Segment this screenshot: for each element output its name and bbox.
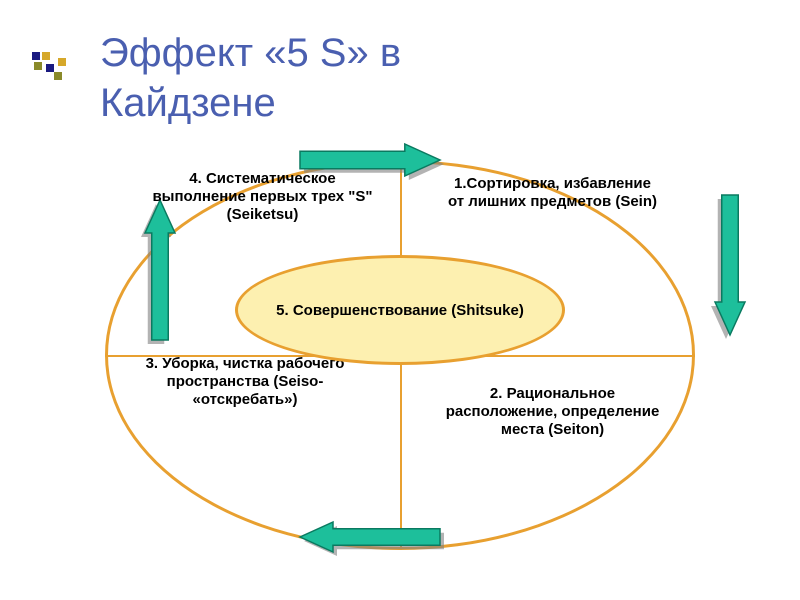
quadrant-3-label: 3. Уборка, чистка рабочего пространства … <box>130 355 360 409</box>
quadrant-4-label: 4. Систематическое выполнение первых тре… <box>150 170 375 224</box>
deco-sq <box>32 52 40 60</box>
deco-sq <box>58 58 66 66</box>
title-line-2: Кайдзене <box>100 78 401 128</box>
arrow-icon <box>300 522 446 558</box>
cycle-arrow <box>715 195 745 335</box>
title-bullet-deco <box>32 52 92 112</box>
cycle-arrow <box>300 522 440 552</box>
deco-sq <box>42 52 50 60</box>
title-line-1: Эффект «5 S» в <box>100 28 401 78</box>
center-ellipse: 5. Совершенствование (Shitsuke) <box>235 255 565 365</box>
arrow-icon <box>709 195 745 341</box>
deco-sq <box>46 64 54 72</box>
page-title: Эффект «5 S» в Кайдзене <box>100 28 401 128</box>
diagram-canvas: 4. Систематическое выполнение первых тре… <box>0 140 800 570</box>
deco-sq <box>34 62 42 70</box>
center-ellipse-text: 5. Совершенствование (Shitsuke) <box>276 302 524 319</box>
quadrant-1-label: 1.Сортировка, избавление от лишних предм… <box>445 175 660 211</box>
quadrant-2-label: 2. Рациональное расположение, определени… <box>445 385 660 439</box>
deco-sq <box>54 72 62 80</box>
